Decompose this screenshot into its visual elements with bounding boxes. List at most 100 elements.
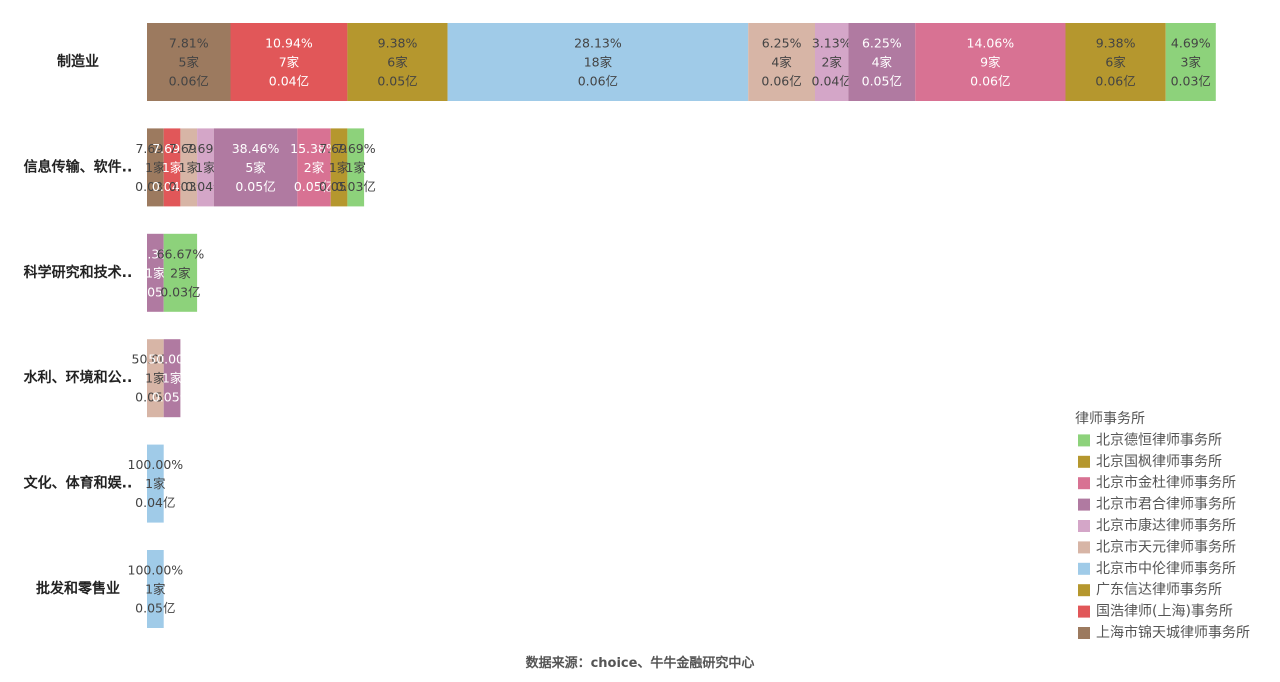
segment-data-label: 1家 [145,476,166,491]
segment-data-label: 6.25% [862,36,902,51]
segment-data-label: 1家 [145,582,166,597]
bar-segment[interactable] [147,128,164,207]
bar-segment[interactable] [748,23,815,101]
segment-data-label: 9.38% [1096,36,1136,51]
segment-data-label: 1家 [145,265,166,280]
segment-data-label: 0.05亿 [377,74,417,89]
segment-data-label: 5家 [179,55,200,70]
legend-label: 北京市君合律师事务所 [1096,496,1236,513]
segment-data-label: 0.04亿 [812,74,852,89]
segment-data-label: 3.13% [812,36,852,51]
segment-data-label: 1家 [145,160,166,175]
segment-data-label: 0.04亿 [269,74,309,89]
legend-label: 北京市康达律师事务所 [1096,517,1236,534]
bar-segment[interactable] [147,550,164,628]
bar-segment[interactable] [815,23,849,101]
legend-swatch [1078,562,1090,575]
segment-data-label: 50.00% [148,352,196,367]
segment-data-label: 3家 [1181,55,1202,70]
bar-segment[interactable] [147,23,231,101]
segment-data-label: 0.05亿 [152,390,192,405]
segment-data-label: 10.94% [265,36,313,51]
segment-data-label: 9家 [980,55,1001,70]
segment-data-label: 0.03亿 [1171,74,1211,89]
legend-swatch [1078,541,1090,554]
segment-data-label: 100.00% [128,457,184,472]
source-note: 数据来源：choice、牛牛金融研究中心 [525,656,755,671]
segment-data-label: 66.67% [157,246,205,261]
segment-data-label: 2家 [170,265,191,280]
segment-data-label: 0.05亿 [294,179,334,194]
legend-swatch [1078,477,1090,490]
category-label: 科学研究和技术.. [24,264,133,281]
segment-data-label: 15.38% [290,141,338,156]
bar-segment[interactable] [347,23,448,101]
legend-swatch [1078,455,1090,468]
bar-segment[interactable] [915,23,1066,101]
legend-label: 北京市中伦律师事务所 [1096,560,1236,577]
category-label: 水利、环境和公.. [24,369,133,386]
bar-segment[interactable] [848,23,916,101]
segment-data-label: 4家 [872,55,893,70]
category-label: 制造业 [57,53,99,70]
segment-data-label: 0.06亿 [1095,74,1135,89]
segment-data-label: 0.03亿 [336,179,376,194]
segment-data-label: 0.05亿 [862,74,902,89]
legend-label: 北京市天元律师事务所 [1096,538,1236,555]
bar-segment[interactable] [347,128,365,207]
legend-swatch [1078,627,1090,639]
legend-label: 国浩律师(上海)事务所 [1096,604,1233,620]
bar-segment[interactable] [147,339,164,418]
category-label: 文化、体育和娱.. [24,475,133,492]
segment-data-label: 0.05亿 [235,179,275,194]
segment-data-label: 7.81% [169,36,209,51]
legend-swatch [1078,434,1090,447]
legend-label: 北京市金杜律师事务所 [1096,474,1236,491]
bar-segment[interactable] [163,339,181,418]
bar-segment[interactable] [1165,23,1216,101]
segment-data-label: 6家 [387,55,408,70]
legend-title: 律师事务所 [1075,411,1145,427]
segment-data-label: 6家 [1105,55,1126,70]
segment-data-label: 1家 [179,160,200,175]
bar-segment[interactable] [147,444,164,523]
bar-segment[interactable] [297,128,331,207]
segment-data-label: 0.06亿 [169,74,209,89]
segment-data-label: 0.06亿 [970,74,1010,89]
segment-data-label: 7家 [279,55,300,70]
segment-data-label: 2家 [304,160,325,175]
segment-data-label: 2家 [821,55,842,70]
category-label: 批发和零售业 [36,580,120,597]
bar-segment[interactable] [163,233,198,312]
bar-segment[interactable] [447,23,749,101]
segment-data-label: 100.00% [128,563,184,578]
segment-data-label: 1家 [162,160,183,175]
legend-swatch [1078,498,1090,511]
segment-data-label: 14.06% [967,36,1015,51]
bar-segment[interactable] [330,128,348,207]
bar-segment[interactable] [180,128,198,207]
segment-data-label: 1家 [145,371,166,386]
legend-label: 北京国枫律师事务所 [1096,454,1222,470]
bar-segment[interactable] [230,23,348,101]
bar-segment[interactable] [163,128,181,207]
legend-label: 上海市锦天城律师事务所 [1096,624,1250,641]
segment-data-label: 6.25% [762,36,802,51]
segment-data-label: 0.04亿 [135,495,175,510]
segment-data-label: 1家 [195,160,216,175]
segment-data-label: 4.69% [1171,36,1211,51]
bar-segment[interactable] [1065,23,1166,101]
segment-data-label: 0.06亿 [578,74,618,89]
segment-data-label: 4家 [771,55,792,70]
bar-segment[interactable] [197,128,214,207]
category-label: 信息传输、软件.. [24,158,133,175]
segment-data-label: 0.05亿 [135,601,175,616]
bar-segment[interactable] [147,233,164,312]
segment-data-label: 28.13% [574,36,622,51]
segment-data-label: 1家 [346,160,367,175]
legend-swatch [1078,520,1090,532]
segment-data-label: 38.46% [232,141,280,156]
bar-segment[interactable] [213,128,298,207]
segment-data-label: 0.06亿 [761,74,801,89]
